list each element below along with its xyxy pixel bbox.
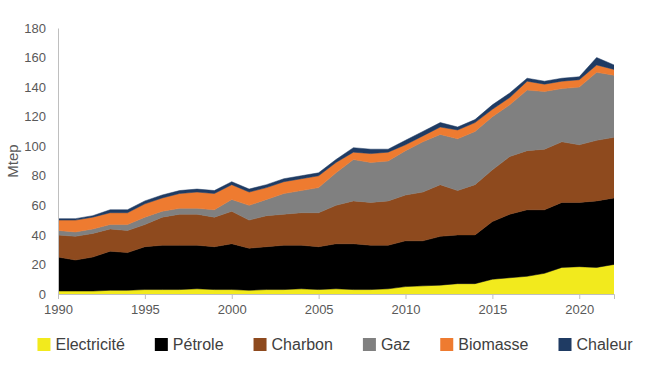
legend-label: Biomasse [458,336,528,353]
tick-label: 160 [24,50,46,65]
axis-line [58,29,59,295]
tick-label: 2020 [565,302,594,317]
legend-swatch [440,338,453,351]
tick: 140 [24,80,58,95]
y-axis-title: Mtep [4,144,21,177]
tick-mark [232,294,233,299]
legend-swatch [155,338,168,351]
legend-swatch [363,338,376,351]
legend-item: Charbon [254,336,333,353]
tick-mark [579,294,580,299]
legend-swatch [37,338,50,351]
tick-label: 180 [24,21,46,36]
tick-label: 2000 [218,302,247,317]
legend-item: Electricité [37,336,124,353]
legend-item: Gaz [363,336,410,353]
tick-label: 0 [39,287,46,302]
area-series [58,58,614,221]
tick-label: 100 [24,139,46,154]
tick: 1990 [44,294,73,317]
tick-label: 40 [32,228,46,243]
tick: 80 [32,168,58,183]
tick: 2020 [565,294,594,317]
tick-mark [58,294,59,299]
tick-label: 2005 [305,302,334,317]
tick-mark [406,294,407,299]
tick: 60 [32,198,58,213]
tick-label: 20 [32,257,46,272]
legend-label: Electricité [55,336,124,353]
legend-label: Charbon [272,336,333,353]
area-series [58,65,614,232]
y-axis: 0 20 40 60 80 100 120 140 160 180 [24,21,58,302]
legend-item: Biomasse [440,336,528,353]
tick-label: 60 [32,198,46,213]
tick-label: 80 [32,168,46,183]
tick-label: 140 [24,80,46,95]
tick: 2010 [392,294,421,317]
legend-swatch [559,338,572,351]
tick-label: 2015 [478,302,507,317]
tick-label: 120 [24,109,46,124]
legend-item: Pétrole [155,336,224,353]
tick: 0 [39,287,58,302]
tick: 120 [24,109,58,124]
legend: Electricité Pétrole Charbon Gaz Biomasse Chal… [37,336,633,353]
tick: 160 [24,50,58,65]
tick-label: 1990 [44,302,73,317]
tick: 2005 [305,294,334,317]
axis-line [59,295,615,300]
tick: 1995 [131,294,160,317]
areas [58,58,614,294]
tick: 2015 [478,294,507,317]
tick: 180 [24,21,58,36]
x-axis: 1990 1995 2000 2005 2010 2015 2020 [44,294,614,317]
tick: 20 [32,257,58,272]
tick: 40 [32,228,58,243]
tick: 2000 [218,294,247,317]
tick: 100 [24,139,58,154]
tick-mark [492,294,493,299]
legend-label: Gaz [381,336,410,353]
tick-mark [145,294,146,299]
legend-label: Pétrole [173,336,224,353]
legend-label: Chaleur [577,336,634,353]
legend-swatch [254,338,267,351]
legend-item: Chaleur [559,336,634,353]
chart: 1990 1995 2000 2005 2010 2015 2020 0 20 40 60 80 100… [0,0,650,374]
plot: 1990 1995 2000 2005 2010 2015 2020 0 20 40 60 80 100… [24,21,614,318]
tick-label: 2010 [392,302,421,317]
tick-label: 1995 [131,302,160,317]
tick-mark [319,294,320,299]
